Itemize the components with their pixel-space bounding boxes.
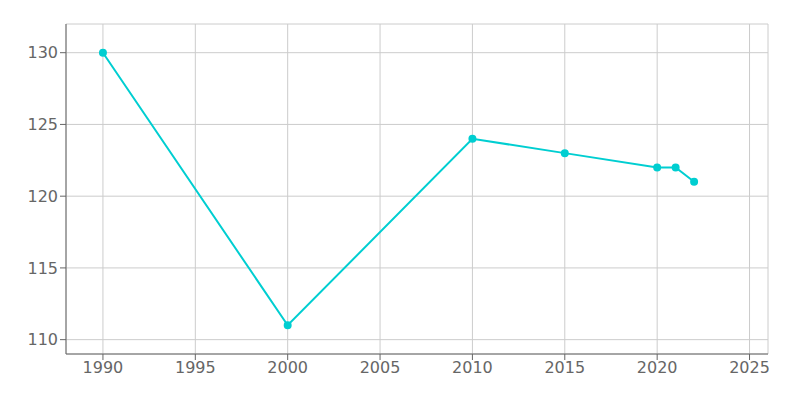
svg-text:125: 125 bbox=[27, 115, 58, 134]
svg-text:2010: 2010 bbox=[452, 358, 493, 377]
svg-text:2000: 2000 bbox=[267, 358, 308, 377]
svg-text:110: 110 bbox=[27, 330, 58, 349]
svg-text:2020: 2020 bbox=[637, 358, 678, 377]
svg-text:2005: 2005 bbox=[360, 358, 401, 377]
svg-text:2015: 2015 bbox=[544, 358, 585, 377]
svg-text:120: 120 bbox=[27, 187, 58, 206]
svg-text:1995: 1995 bbox=[175, 358, 216, 377]
svg-text:130: 130 bbox=[27, 43, 58, 62]
svg-text:1990: 1990 bbox=[83, 358, 124, 377]
svg-text:115: 115 bbox=[27, 259, 58, 278]
svg-text:2025: 2025 bbox=[729, 358, 770, 377]
